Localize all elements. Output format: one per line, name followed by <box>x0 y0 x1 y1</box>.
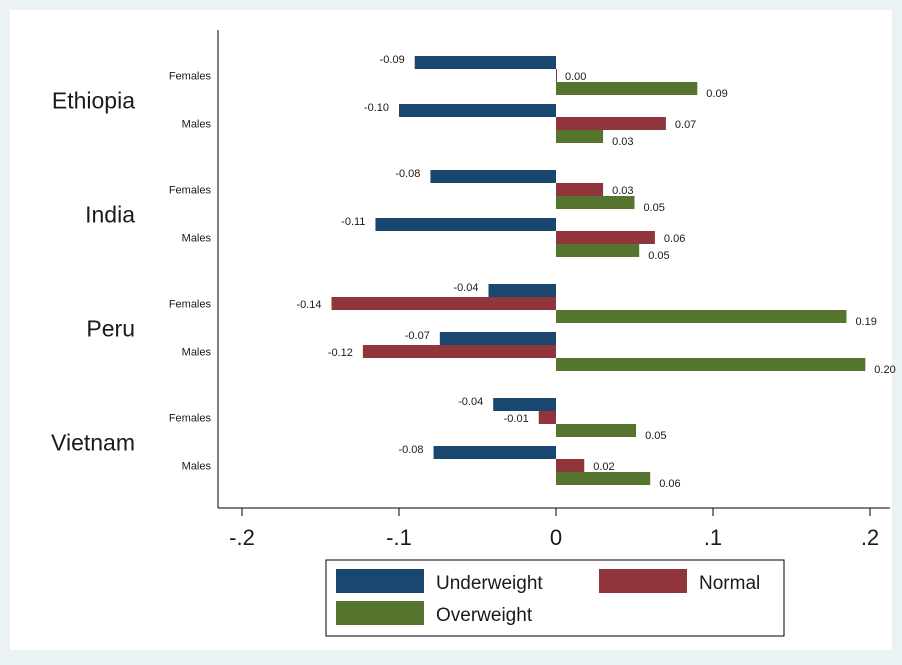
value-label: -0.12 <box>328 347 353 359</box>
subgroup-label: Females <box>169 299 212 311</box>
value-label: -0.10 <box>364 102 389 114</box>
subgroup-label: Females <box>169 71 212 83</box>
value-label: -0.08 <box>398 444 423 456</box>
subgroup-label: Females <box>169 413 212 425</box>
value-label: -0.01 <box>504 413 529 425</box>
bar-overweight <box>556 130 604 143</box>
bar-underweight <box>430 170 556 183</box>
bar-underweight <box>433 446 556 459</box>
bar-underweight <box>439 332 556 345</box>
x-tick-label: -.2 <box>229 525 255 550</box>
value-label: 0.03 <box>612 185 633 197</box>
value-label: 0.07 <box>675 119 696 131</box>
bar-normal <box>331 297 556 310</box>
subgroup-label: Males <box>182 233 212 245</box>
value-label: 0.05 <box>644 202 665 214</box>
legend-swatch-normal <box>599 569 687 593</box>
bar-underweight <box>375 218 556 231</box>
country-label: Ethiopia <box>52 88 135 114</box>
bar-overweight <box>556 358 866 371</box>
country-label: Peru <box>86 316 135 342</box>
subgroup-label: Males <box>182 347 212 359</box>
x-tick-label: .1 <box>704 525 722 550</box>
bar-underweight <box>493 398 556 411</box>
value-label: 0.05 <box>645 430 666 442</box>
x-tick-label: 0 <box>550 525 562 550</box>
value-label: 0.20 <box>874 364 895 376</box>
value-label: 0.06 <box>664 233 685 245</box>
bar-normal <box>538 411 556 424</box>
bar-overweight <box>556 244 640 257</box>
country-label: India <box>85 202 135 228</box>
value-label: -0.11 <box>341 216 365 228</box>
subgroup-label: Females <box>169 185 212 197</box>
bar-underweight <box>414 56 556 69</box>
value-label: 0.00 <box>565 71 586 83</box>
subgroup-label: Males <box>182 461 212 473</box>
bar-normal <box>556 459 585 472</box>
bar-overweight <box>556 196 635 209</box>
legend-label: Overweight <box>436 605 533 626</box>
value-label: 0.03 <box>612 136 633 148</box>
value-label: 0.06 <box>659 478 680 490</box>
value-label: 0.02 <box>593 461 614 473</box>
value-label: -0.14 <box>296 299 321 311</box>
value-label: -0.04 <box>453 282 478 294</box>
legend-label: Normal <box>699 573 760 594</box>
value-label: -0.09 <box>380 54 405 66</box>
bar-overweight <box>556 82 698 95</box>
bar-overweight <box>556 424 637 437</box>
value-label: -0.07 <box>405 330 430 342</box>
value-label: 0.19 <box>855 316 876 328</box>
legend-label: Underweight <box>436 573 543 594</box>
bar-normal <box>556 183 604 196</box>
bar-normal <box>362 345 556 358</box>
bar-normal <box>556 69 557 82</box>
value-label: 0.05 <box>648 250 669 262</box>
bar-normal <box>556 117 666 130</box>
bar-overweight <box>556 310 847 323</box>
value-label: -0.04 <box>458 396 483 408</box>
bar-overweight <box>556 472 651 485</box>
bar-underweight <box>399 104 556 117</box>
bar-normal <box>556 231 655 244</box>
legend-swatch-overweight <box>336 601 424 625</box>
x-tick-label: .2 <box>861 525 879 550</box>
bar-underweight <box>488 284 556 297</box>
legend-swatch-underweight <box>336 569 424 593</box>
subgroup-label: Males <box>182 119 212 131</box>
country-label: Vietnam <box>51 430 135 456</box>
x-tick-label: -.1 <box>386 525 412 550</box>
value-label: -0.08 <box>395 168 420 180</box>
value-label: 0.09 <box>706 88 727 100</box>
